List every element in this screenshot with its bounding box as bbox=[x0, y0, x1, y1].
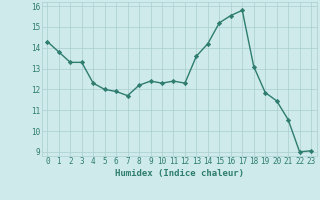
X-axis label: Humidex (Indice chaleur): Humidex (Indice chaleur) bbox=[115, 169, 244, 178]
